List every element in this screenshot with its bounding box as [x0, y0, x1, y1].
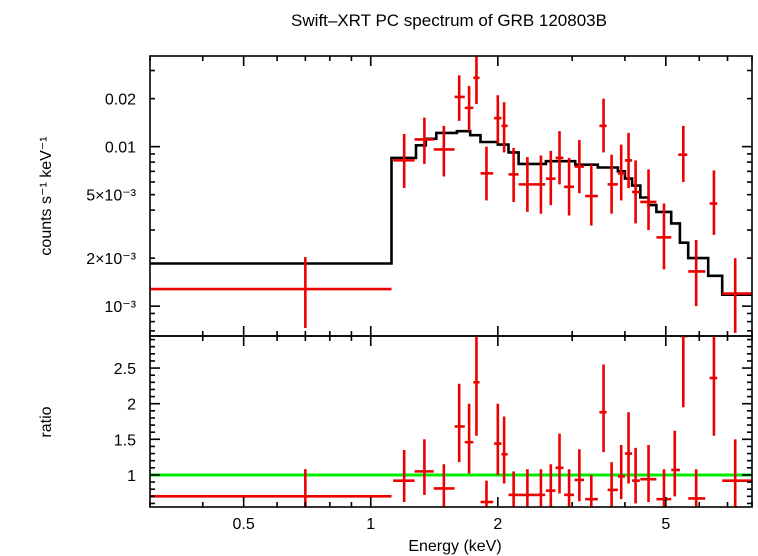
ratio-data-point-18 [599, 364, 607, 453]
spectrum-y-tick-label: 2×10⁻³ [86, 251, 136, 268]
spectrum-data-point-12 [536, 155, 546, 214]
spectrum-data-point-17 [585, 164, 598, 226]
spectrum-data-point-6 [473, 56, 480, 105]
spectrum-y-tick-label: 10⁻³ [104, 299, 136, 316]
ratio-data-point-10 [508, 471, 519, 507]
spectrum-y-tick-label: 0.02 [105, 92, 136, 109]
spectrum-y-axis-label: counts s⁻¹ keV⁻¹ [38, 136, 55, 255]
x-tick-label: 2 [493, 516, 502, 533]
spectrum-axes [149, 55, 753, 337]
spectrum-y-tick-label: 5×10⁻³ [86, 188, 136, 205]
spectrum-data-point-14 [555, 131, 564, 185]
ratio-data-point-22 [632, 447, 640, 504]
ratio-data-point-11 [518, 469, 537, 507]
spectrum-data-point-22 [632, 160, 640, 224]
x-tick-label: 1 [366, 516, 375, 533]
spectrum-plot-area [150, 56, 752, 333]
ratio-frame [149, 335, 753, 508]
x-tick-label: 5 [661, 516, 670, 533]
spectrum-data-point-20 [617, 144, 625, 201]
spectrum-data-point-16 [574, 140, 585, 194]
spectrum-data-point-11 [518, 157, 537, 212]
spectrum-data-point-24 [656, 203, 672, 270]
ratio-data-point-1 [393, 450, 415, 503]
ratio-data-point-8 [494, 403, 502, 475]
ratio-data-point-19 [607, 462, 618, 507]
ratio-data-point-4 [454, 383, 465, 463]
spectrum-data-point-10 [508, 148, 519, 202]
spectrum-data-point-2 [414, 117, 434, 164]
ratio-data-point-5 [464, 403, 474, 474]
spectrum-data-point-19 [607, 154, 618, 214]
spectrum-data-point-8 [494, 95, 502, 144]
ratio-data-point-23 [640, 445, 657, 503]
spectrum-y-tick-label: 0.01 [105, 140, 136, 157]
ratio-data-point-26 [679, 336, 688, 408]
spectrum-data-point-13 [545, 150, 556, 206]
ratio-data-point-24 [656, 469, 672, 507]
spectrum-data-point-23 [640, 169, 657, 231]
x-axis-label: Energy (keV) [408, 538, 501, 555]
ratio-data-point-20 [617, 445, 625, 500]
spectrum-data-point-3 [433, 125, 455, 177]
spectrum-data-point-5 [464, 85, 474, 132]
spectrum-panel: 0.02 0.01 5×10⁻³ 2×10⁻³ 10⁻³ [86, 55, 753, 337]
chart-title: Swift–XRT PC spectrum of GRB 120803B [291, 11, 607, 30]
ratio-plot-area [150, 336, 752, 507]
ratio-axes [149, 335, 753, 508]
ratio-y-tick-label: 1.5 [114, 432, 136, 449]
ratio-data-point-7 [480, 480, 494, 507]
ratio-data-point-14 [555, 433, 564, 494]
ratio-y-tick-label: 2 [127, 397, 136, 414]
ratio-y-tick-label: 2.5 [114, 361, 136, 378]
spectrum-data-point-28 [722, 258, 752, 333]
spectrum-data-point-25 [678, 125, 688, 183]
ratio-data-point-29 [722, 439, 752, 507]
spectrum-data-point-26 [688, 239, 706, 307]
spectrum-model-line [150, 129, 752, 296]
spectrum-data-point-0 [150, 257, 392, 328]
spectrum-data-point-9 [501, 102, 508, 153]
ratio-data-point-12 [536, 469, 546, 507]
ratio-data-point-15 [564, 469, 574, 507]
spectrum-data-point-1 [393, 134, 415, 189]
spectrum-data-point-21 [624, 132, 633, 189]
spectrum-data-point-27 [709, 170, 718, 235]
spectrum-frame [149, 55, 753, 337]
ratio-panel: 1 1.5 2 2.5 0.5 1 2 5 [114, 335, 753, 533]
ratio-data-point-17 [585, 474, 598, 507]
ratio-data-point-21 [624, 412, 633, 484]
ratio-data-point-6 [473, 336, 480, 436]
ratio-data-point-25 [671, 430, 680, 497]
ratio-data-point-27 [688, 469, 706, 507]
ratio-y-tick-label: 1 [127, 468, 136, 485]
ratio-data-point-3 [433, 464, 455, 507]
spectrum-data-point-7 [480, 146, 494, 201]
spectrum-data-point-15 [564, 157, 574, 216]
ratio-data-point-0 [150, 469, 392, 507]
ratio-data-point-2 [414, 439, 434, 495]
ratio-y-axis-label: ratio [38, 406, 55, 437]
ratio-data-point-28 [709, 336, 718, 436]
x-tick-label: 0.5 [233, 516, 255, 533]
ratio-data-point-16 [574, 449, 585, 502]
ratio-data-point-9 [501, 416, 508, 484]
spectrum-data-point-18 [599, 98, 607, 153]
ratio-data-point-13 [545, 464, 556, 507]
spectrum-data-point-4 [454, 75, 465, 121]
